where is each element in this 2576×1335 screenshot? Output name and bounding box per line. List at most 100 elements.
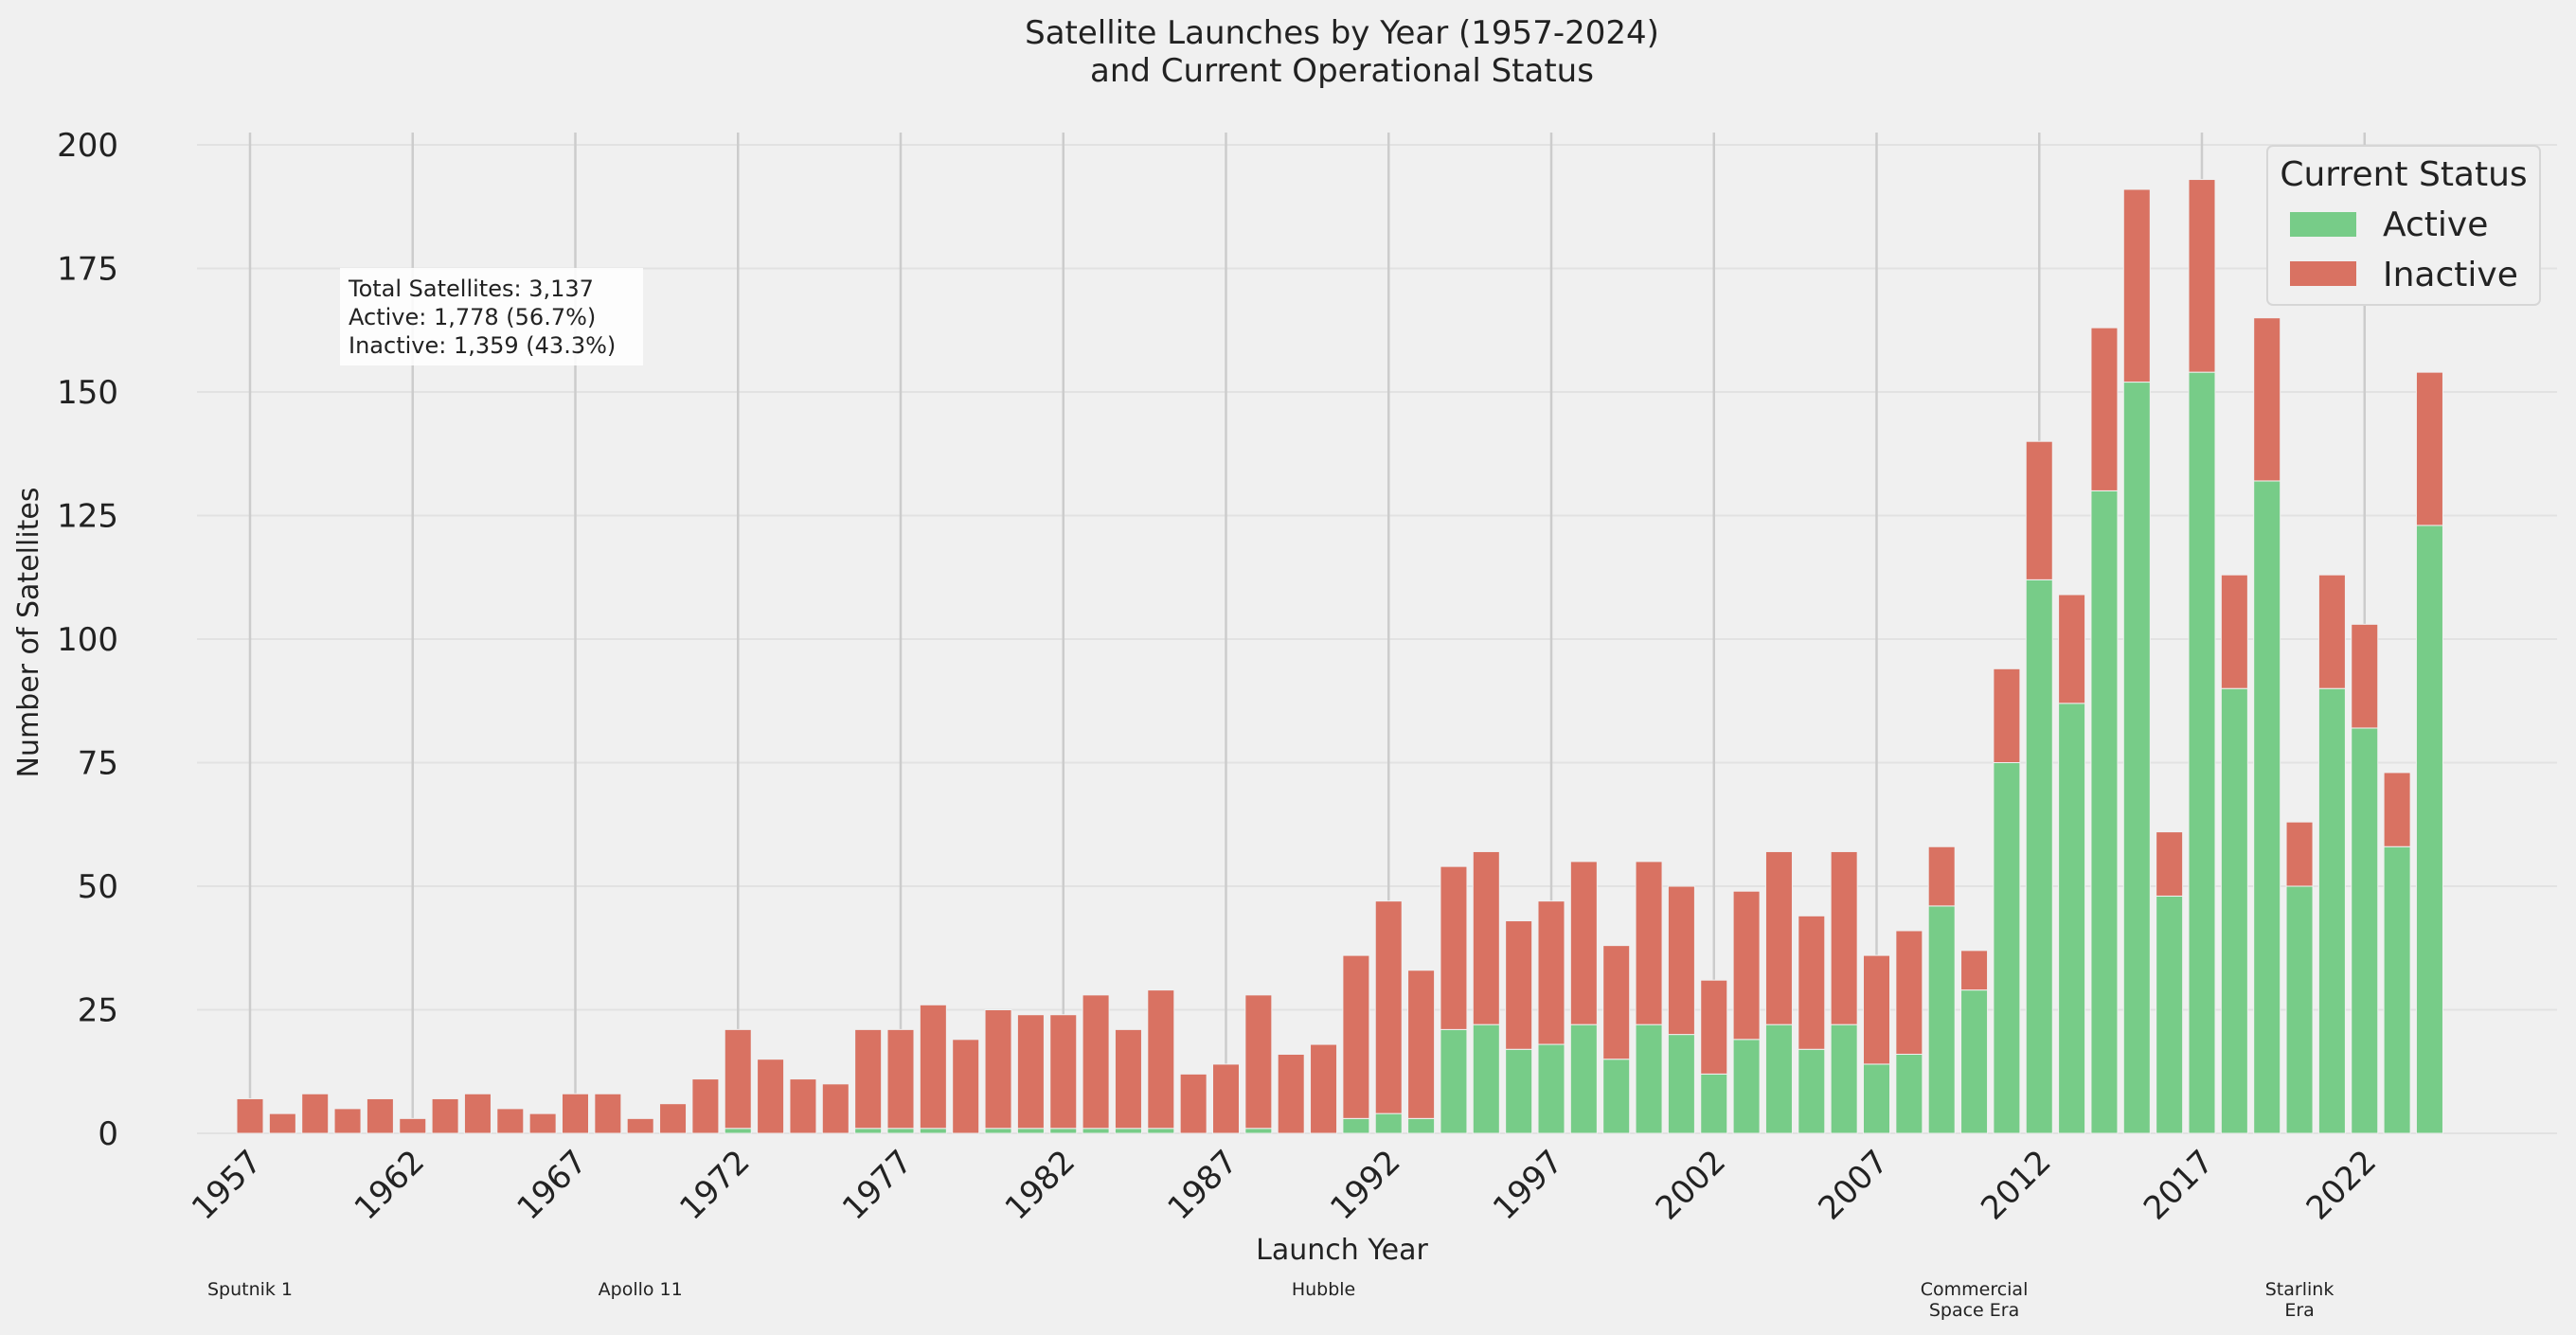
- bar-active-1993: [1407, 1117, 1436, 1134]
- bar-active-2019: [2253, 480, 2281, 1134]
- bar-inactive-1984: [1114, 1028, 1142, 1130]
- x-tick-label: 1992: [1323, 1143, 1407, 1227]
- y-tick-label: 125: [57, 498, 118, 536]
- bar-inactive-1987: [1212, 1063, 1240, 1134]
- bar-inactive-2019: [2253, 317, 2281, 482]
- bar-active-2015: [2122, 382, 2151, 1134]
- bar-active-2001: [1667, 1034, 1695, 1134]
- bar-active-2024: [2415, 525, 2443, 1134]
- bar-inactive-1959: [301, 1093, 330, 1134]
- y-tick-label: 75: [78, 745, 118, 783]
- bar-inactive-2020: [2285, 821, 2314, 887]
- bar-active-1977: [886, 1128, 915, 1134]
- bars: [236, 179, 2443, 1134]
- x-tick-label: 1957: [185, 1143, 269, 1227]
- bar-inactive-1996: [1505, 920, 1533, 1050]
- bar-active-2005: [1798, 1048, 1826, 1134]
- x-tick-label: 1962: [348, 1143, 432, 1227]
- bar-active-2003: [1732, 1039, 1761, 1134]
- x-tick-label: 1987: [1160, 1143, 1244, 1227]
- x-tick-label: 2012: [1974, 1143, 2058, 1227]
- bar-inactive-2012: [2025, 440, 2053, 580]
- bar-active-2009: [1927, 905, 1956, 1134]
- bar-inactive-1968: [594, 1093, 622, 1134]
- bar-inactive-2006: [1830, 850, 1858, 1025]
- bar-inactive-2015: [2122, 188, 2151, 383]
- chart-title-line-1: Satellite Launches by Year (1957-2024): [1025, 14, 1659, 52]
- bar-active-1999: [1602, 1059, 1631, 1134]
- bar-inactive-1982: [1049, 1014, 1078, 1130]
- bar-inactive-2013: [2058, 594, 2086, 704]
- bar-inactive-1994: [1440, 865, 1468, 1030]
- bar-active-1988: [1244, 1128, 1273, 1134]
- annotation-label: Commercial: [1921, 1279, 2029, 1300]
- legend: Current Status Active Inactive: [2266, 145, 2541, 306]
- y-axis-ticks: 0 25 50 75 100 125 150 175 200: [57, 127, 118, 1153]
- bar-active-1995: [1472, 1024, 1500, 1134]
- bar-inactive-2010: [1960, 950, 1989, 991]
- bar-active-2000: [1635, 1024, 1663, 1134]
- bar-inactive-1980: [984, 1009, 1012, 1130]
- bar-active-1994: [1440, 1028, 1468, 1134]
- legend-title: Current Status: [2280, 155, 2527, 194]
- summary-active: Active: 1,778 (56.7%): [349, 304, 596, 330]
- summary-box: Total Satellites: 3,137 Active: 1,778 (5…: [340, 268, 643, 365]
- chart-title-line-2: and Current Operational Status: [1090, 52, 1594, 90]
- bar-inactive-1967: [562, 1093, 589, 1134]
- bar-inactive-1965: [496, 1108, 525, 1134]
- bar-inactive-2002: [1700, 979, 1728, 1075]
- bar-inactive-1963: [431, 1097, 459, 1134]
- x-tick-label: 1997: [1486, 1143, 1570, 1227]
- bar-active-2010: [1960, 989, 1989, 1134]
- bar-active-1981: [1016, 1128, 1045, 1134]
- bar-inactive-2024: [2415, 371, 2443, 526]
- bar-inactive-1992: [1374, 900, 1403, 1114]
- bar-inactive-2004: [1764, 850, 1793, 1025]
- legend-swatch-active: [2290, 212, 2356, 237]
- bar-inactive-1960: [333, 1108, 362, 1134]
- bar-inactive-1979: [952, 1039, 980, 1134]
- legend-swatch-inactive: [2290, 261, 2356, 286]
- bar-inactive-1962: [399, 1117, 427, 1134]
- bar-inactive-1961: [366, 1097, 394, 1134]
- x-tick-label: 1972: [672, 1143, 757, 1227]
- summary-inactive: Inactive: 1,359 (43.3%): [349, 332, 616, 359]
- bar-inactive-2016: [2156, 831, 2184, 897]
- bar-active-1992: [1374, 1112, 1403, 1134]
- bar-inactive-1969: [626, 1117, 654, 1134]
- bar-inactive-1976: [854, 1028, 883, 1130]
- bar-inactive-2018: [2220, 574, 2248, 689]
- bar-active-2013: [2058, 703, 2086, 1134]
- bar-active-2004: [1764, 1024, 1793, 1134]
- bar-inactive-1977: [886, 1028, 915, 1130]
- bar-inactive-1998: [1569, 861, 1598, 1025]
- y-tick-label: 100: [57, 621, 118, 659]
- bar-inactive-2011: [1993, 668, 2021, 764]
- bar-active-1980: [984, 1128, 1012, 1134]
- bar-active-1991: [1342, 1117, 1370, 1134]
- bar-inactive-1990: [1310, 1043, 1338, 1134]
- annotation-label: Hubble: [1292, 1279, 1355, 1300]
- bar-inactive-1970: [659, 1103, 688, 1134]
- bar-inactive-2023: [2383, 772, 2411, 847]
- bar-active-1983: [1082, 1128, 1110, 1134]
- bar-inactive-2008: [1895, 930, 1923, 1055]
- y-axis-label: Number of Satellites: [12, 487, 45, 777]
- bar-active-1976: [854, 1128, 883, 1134]
- annotation-label: Apollo 11: [599, 1279, 683, 1300]
- bar-inactive-2005: [1798, 915, 1826, 1050]
- y-tick-label: 150: [57, 374, 118, 412]
- bar-inactive-2021: [2317, 574, 2346, 689]
- bar-inactive-1964: [463, 1093, 492, 1134]
- y-tick-label: 175: [57, 251, 118, 289]
- bar-inactive-2022: [2351, 623, 2379, 729]
- bar-active-1996: [1505, 1048, 1533, 1134]
- bar-active-2014: [2090, 490, 2119, 1134]
- bar-active-2012: [2025, 578, 2053, 1134]
- bar-inactive-1957: [236, 1097, 264, 1134]
- bar-active-2011: [1993, 762, 2021, 1134]
- x-tick-label: 1982: [998, 1143, 1082, 1227]
- bar-inactive-1978: [919, 1004, 947, 1130]
- bar-inactive-1995: [1472, 850, 1500, 1025]
